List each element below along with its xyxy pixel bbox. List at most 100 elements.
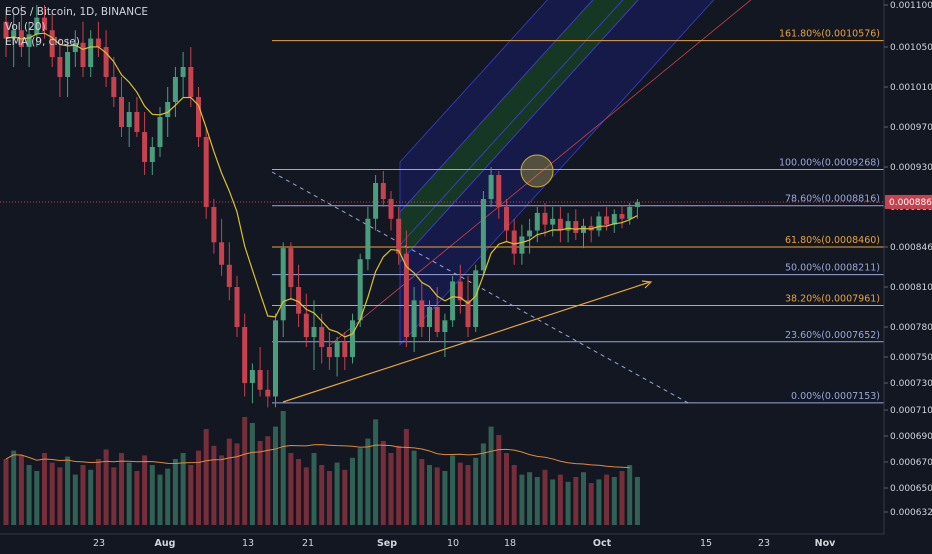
- trendline-arrow: [641, 280, 653, 289]
- volume-bar: [496, 435, 502, 525]
- volume-bar: [411, 450, 417, 525]
- candle-body: [411, 300, 417, 337]
- candle-body: [403, 253, 409, 337]
- candle-body: [273, 320, 278, 397]
- volume-bar: [527, 472, 533, 525]
- candle-body: [465, 300, 471, 327]
- volume-bar: [257, 441, 263, 525]
- fib-label-3: 61.80%(0.0008460): [785, 235, 880, 246]
- volume-bar: [18, 455, 24, 525]
- candle-body: [496, 175, 502, 207]
- pitchfork-lower-band: [399, 0, 715, 347]
- volume-bar: [219, 455, 225, 525]
- volume-bar: [342, 469, 348, 525]
- candle-body: [634, 202, 640, 207]
- candle-body: [42, 17, 47, 31]
- candle-body: [557, 218, 563, 231]
- candle-body: [611, 214, 617, 225]
- candle-body: [249, 370, 255, 383]
- volume-bar: [319, 465, 325, 525]
- candle-body: [303, 313, 309, 337]
- candle-body: [581, 225, 586, 233]
- volume-bar: [326, 471, 332, 525]
- candle-body: [488, 175, 494, 199]
- volume-bar: [450, 455, 456, 525]
- fib-label-5: 38.20%(0.0007961): [785, 294, 880, 305]
- candle-body: [311, 327, 317, 337]
- volume-bar: [111, 467, 117, 525]
- time-tick-label: 23: [93, 538, 105, 549]
- candle-body: [388, 199, 394, 219]
- volume-bar: [627, 465, 633, 525]
- volume-bar: [365, 438, 371, 525]
- fib-label-2: 78.60%(0.0008816): [785, 194, 880, 205]
- candle-body: [57, 57, 63, 77]
- volume-bar: [180, 453, 186, 525]
- volume-bar: [419, 459, 425, 525]
- volume-bar: [3, 459, 9, 525]
- time-tick-label: Nov: [815, 538, 836, 549]
- candle-body: [226, 264, 232, 287]
- candle-body: [350, 320, 355, 357]
- candle-body: [573, 221, 579, 233]
- volume-bar: [196, 450, 201, 525]
- volume-ma-line: [5, 444, 630, 469]
- candle-body: [134, 112, 140, 132]
- volume-bar: [288, 453, 294, 525]
- volume-bar: [165, 468, 171, 525]
- volume-bar: [619, 471, 625, 525]
- volume-bar: [457, 462, 463, 525]
- volume-bar: [573, 477, 579, 525]
- volume-bar: [427, 465, 432, 525]
- candle-body: [457, 281, 463, 301]
- time-tick-label: 13: [242, 538, 254, 549]
- indicator-ema[interactable]: EMA (9, close): [5, 36, 80, 48]
- candle-body: [396, 218, 402, 254]
- candle-body: [211, 207, 217, 243]
- candle-body: [188, 67, 194, 97]
- candle-body: [265, 389, 271, 397]
- candle-body: [280, 248, 286, 321]
- candle-body: [180, 67, 186, 77]
- volume-bar: [242, 417, 248, 525]
- overlays: [0, 32, 884, 469]
- candle-body: [34, 17, 40, 35]
- candle-body: [242, 327, 248, 383]
- candle-body: [380, 183, 386, 199]
- volume-bar: [311, 453, 317, 525]
- candle-body: [257, 370, 263, 390]
- candle-body: [88, 38, 94, 67]
- symbol-title[interactable]: EOS / Bitcoin, 1D, BINANCE: [5, 6, 149, 18]
- volume-bar: [34, 471, 40, 525]
- candle-body: [296, 287, 302, 314]
- candle-body: [473, 270, 479, 327]
- candle-body: [203, 137, 209, 207]
- volume-bar: [80, 465, 86, 525]
- candle-body: [511, 230, 517, 254]
- volume-bar: [565, 481, 571, 525]
- volume-bar: [142, 455, 148, 525]
- candle-body: [534, 212, 540, 231]
- highlight-circle: [520, 154, 554, 188]
- volume-bar: [296, 459, 302, 525]
- candle-body: [196, 97, 201, 137]
- candle-body: [80, 42, 86, 67]
- candle-body: [373, 183, 379, 219]
- candle-body: [619, 214, 625, 219]
- volume-bar: [211, 445, 217, 525]
- candle-body: [519, 236, 525, 254]
- volume-bar: [273, 426, 278, 525]
- volume-bar: [403, 429, 409, 525]
- candle-body: [72, 42, 78, 52]
- indicator-volume[interactable]: Vol (20): [5, 21, 46, 33]
- candle-body: [49, 30, 55, 57]
- volume-bar: [388, 453, 394, 525]
- fib-label-0: 161.80%(0.0010576): [779, 29, 880, 40]
